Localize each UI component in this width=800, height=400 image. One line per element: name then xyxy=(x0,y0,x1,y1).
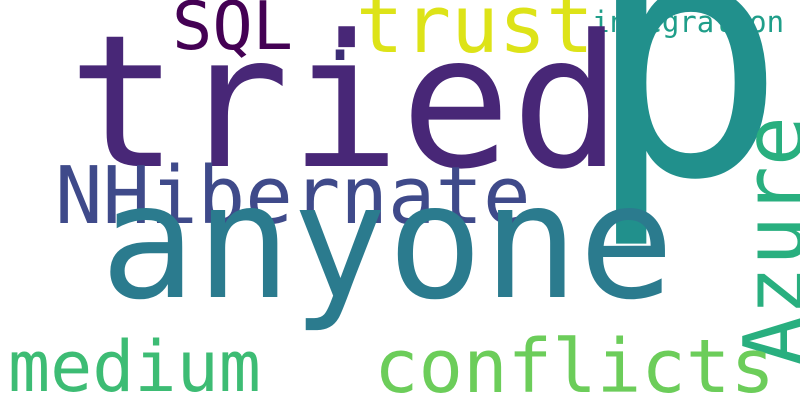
word-anyone: anyone xyxy=(100,150,675,335)
word-trust: trust xyxy=(356,0,594,71)
word-dot: . xyxy=(319,0,362,77)
word-integration: integration xyxy=(592,5,785,39)
word-medium: medium xyxy=(8,326,261,400)
word-nhibernate: NHibernate xyxy=(55,150,531,242)
word-tried: tried xyxy=(68,0,622,210)
word-conflicts: conflicts xyxy=(374,324,775,400)
word-sql: SQL xyxy=(172,0,294,65)
word-p: p xyxy=(585,0,787,254)
